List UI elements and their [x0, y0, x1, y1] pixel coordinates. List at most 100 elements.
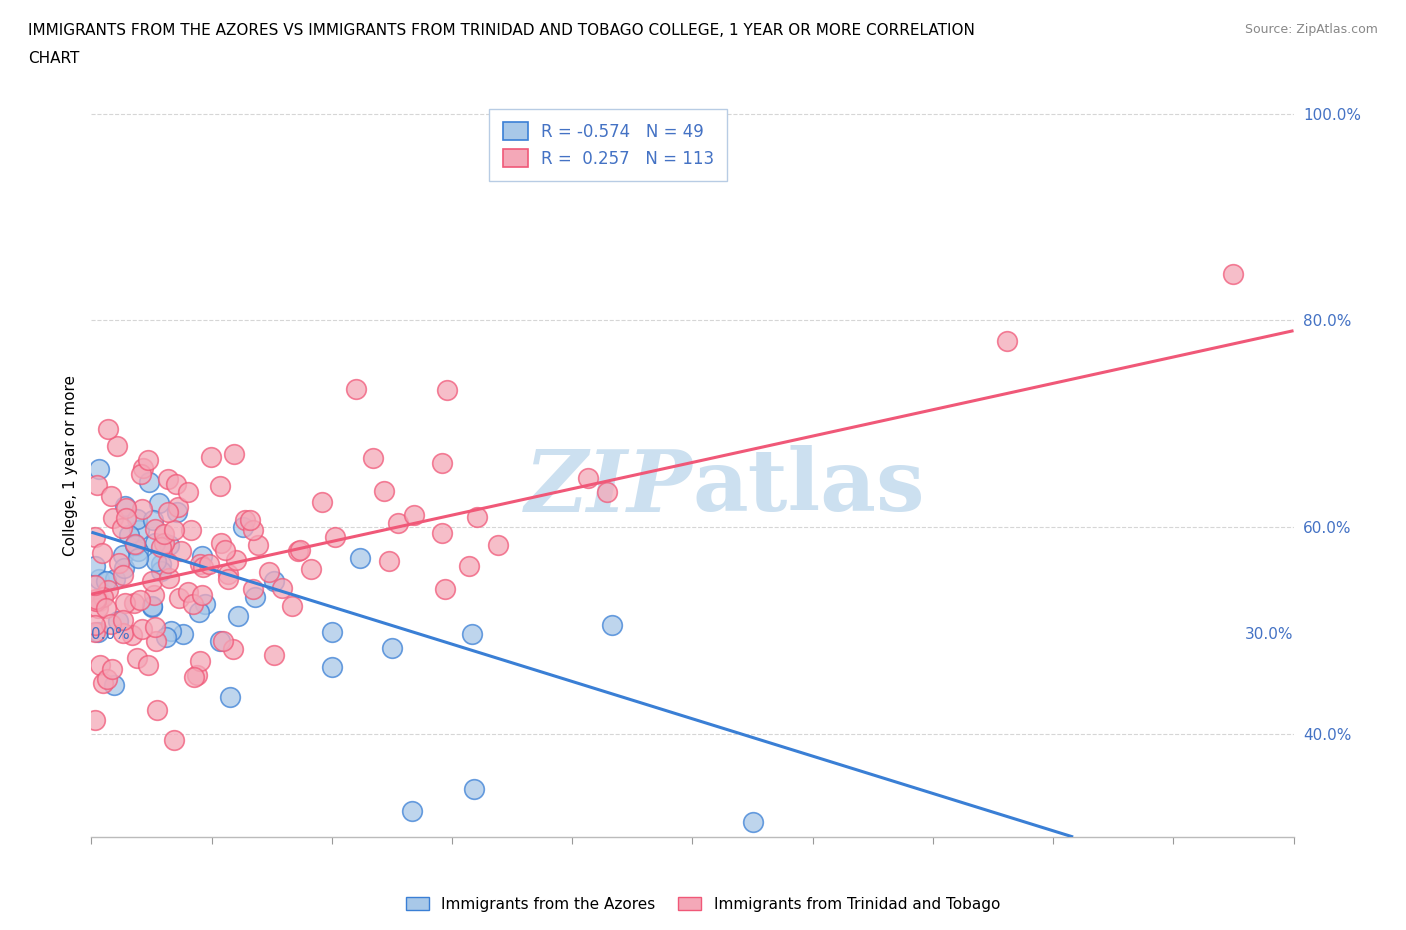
Point — [263, 647, 285, 662]
Point — [86, 477, 108, 492]
Point — [211, 633, 233, 648]
Point — [602, 618, 624, 632]
Point — [349, 551, 371, 565]
Point — [91, 590, 114, 604]
Point — [224, 446, 246, 461]
Point — [436, 382, 458, 397]
Point — [217, 571, 239, 586]
Point — [344, 381, 367, 396]
Point — [84, 592, 107, 607]
Point — [124, 595, 146, 610]
Point — [281, 599, 304, 614]
Point — [381, 641, 404, 656]
Point — [87, 601, 110, 616]
Point — [1222, 266, 1244, 281]
Point — [148, 495, 170, 510]
Point — [200, 450, 222, 465]
Point — [225, 552, 247, 567]
Point — [131, 501, 153, 516]
Point — [402, 507, 425, 522]
Point — [89, 593, 111, 608]
Point — [183, 670, 205, 684]
Point — [108, 556, 131, 571]
Point — [222, 642, 245, 657]
Point — [155, 630, 177, 644]
Point — [401, 804, 423, 818]
Point — [233, 512, 256, 527]
Point — [100, 488, 122, 503]
Point — [153, 526, 176, 541]
Text: atlas: atlas — [692, 445, 925, 529]
Point — [156, 472, 179, 486]
Point — [387, 515, 409, 530]
Point — [91, 675, 114, 690]
Point — [181, 597, 204, 612]
Point — [152, 536, 174, 551]
Point — [131, 621, 153, 636]
Point — [87, 625, 110, 640]
Point — [96, 672, 118, 687]
Point — [373, 484, 395, 498]
Y-axis label: College, 1 year or more: College, 1 year or more — [62, 375, 77, 555]
Point — [242, 581, 264, 596]
Point — [156, 555, 179, 570]
Legend: R = -0.574   N = 49, R =  0.257   N = 113: R = -0.574 N = 49, R = 0.257 N = 113 — [489, 109, 727, 181]
Text: CHART: CHART — [28, 51, 80, 66]
Point — [129, 592, 152, 607]
Point — [149, 564, 172, 578]
Point — [290, 543, 312, 558]
Point — [157, 571, 180, 586]
Point — [430, 525, 453, 540]
Point — [576, 471, 599, 485]
Point — [187, 604, 209, 619]
Point — [430, 455, 453, 470]
Point — [157, 538, 180, 552]
Point — [127, 543, 149, 558]
Point — [486, 538, 509, 553]
Point — [107, 614, 129, 629]
Point — [263, 574, 285, 589]
Point — [84, 625, 107, 640]
Point — [163, 732, 186, 747]
Point — [118, 527, 141, 542]
Point — [177, 485, 200, 499]
Point — [105, 438, 128, 453]
Text: IMMIGRANTS FROM THE AZORES VS IMMIGRANTS FROM TRINIDAD AND TOBAGO COLLEGE, 1 YEA: IMMIGRANTS FROM THE AZORES VS IMMIGRANTS… — [28, 23, 974, 38]
Point — [191, 548, 214, 563]
Point — [136, 452, 159, 467]
Point — [166, 505, 188, 520]
Point — [145, 553, 167, 568]
Point — [209, 536, 232, 551]
Point — [170, 543, 193, 558]
Point — [361, 450, 384, 465]
Point — [595, 485, 617, 499]
Text: ZIP: ZIP — [524, 445, 692, 529]
Point — [141, 600, 163, 615]
Point — [129, 467, 152, 482]
Point — [209, 634, 232, 649]
Point — [150, 557, 173, 572]
Point — [257, 565, 280, 580]
Point — [434, 582, 457, 597]
Point — [741, 814, 763, 829]
Point — [163, 523, 186, 538]
Point — [232, 519, 254, 534]
Point — [89, 658, 111, 672]
Point — [177, 584, 200, 599]
Point — [112, 561, 135, 576]
Point — [104, 571, 127, 586]
Point — [378, 553, 401, 568]
Point — [115, 500, 138, 515]
Point — [87, 462, 110, 477]
Point — [463, 782, 485, 797]
Point — [84, 593, 107, 608]
Point — [311, 495, 333, 510]
Point — [90, 545, 112, 560]
Point — [165, 476, 187, 491]
Point — [111, 521, 134, 536]
Text: Source: ZipAtlas.com: Source: ZipAtlas.com — [1244, 23, 1378, 36]
Point — [114, 498, 136, 513]
Point — [194, 597, 217, 612]
Point — [239, 512, 262, 527]
Point — [97, 583, 120, 598]
